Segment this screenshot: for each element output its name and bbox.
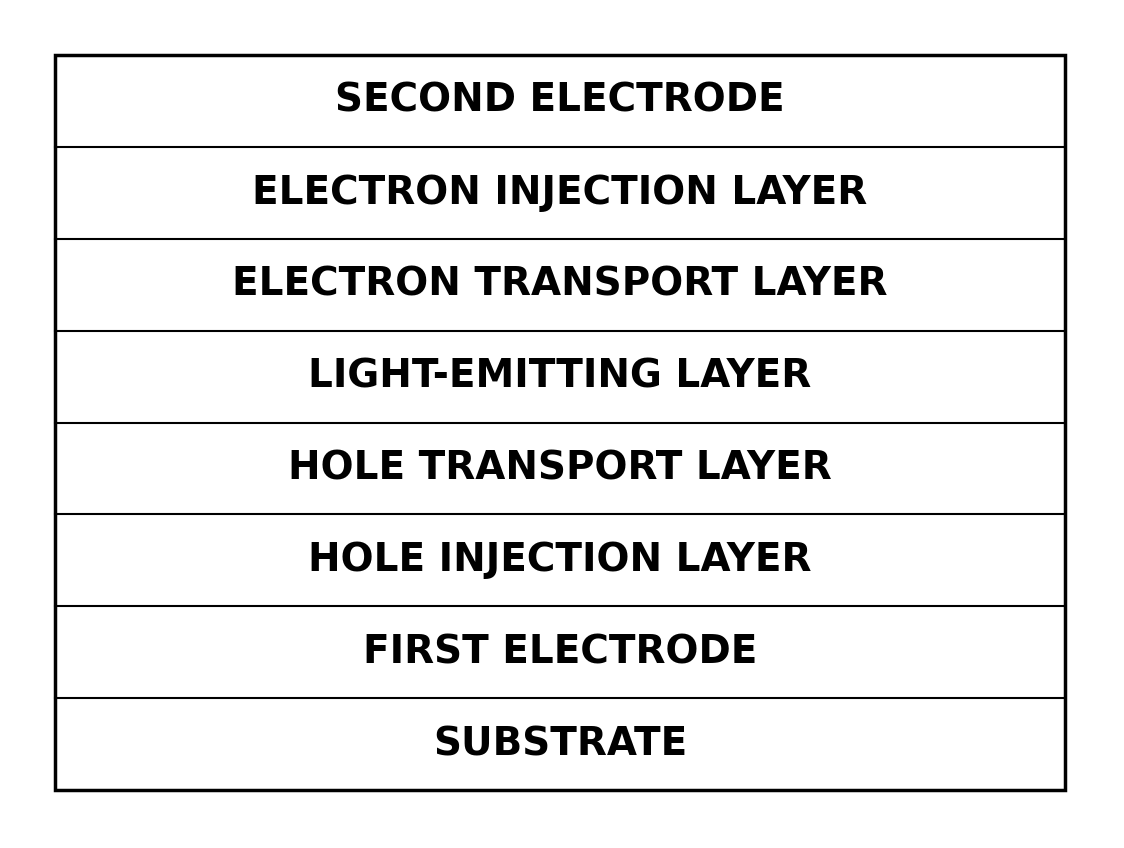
Bar <box>55 55 1066 790</box>
Text: FIRST ELECTRODE: FIRST ELECTRODE <box>363 633 758 671</box>
Text: ELECTRON TRANSPORT LAYER: ELECTRON TRANSPORT LAYER <box>233 265 888 304</box>
Text: SUBSTRATE: SUBSTRATE <box>433 725 687 763</box>
Text: ELECTRON INJECTION LAYER: ELECTRON INJECTION LAYER <box>253 174 868 212</box>
Text: HOLE TRANSPORT LAYER: HOLE TRANSPORT LAYER <box>288 449 832 488</box>
Text: LIGHT-EMITTING LAYER: LIGHT-EMITTING LAYER <box>308 358 812 395</box>
Text: SECOND ELECTRODE: SECOND ELECTRODE <box>335 82 785 120</box>
Text: HOLE INJECTION LAYER: HOLE INJECTION LAYER <box>308 541 812 579</box>
